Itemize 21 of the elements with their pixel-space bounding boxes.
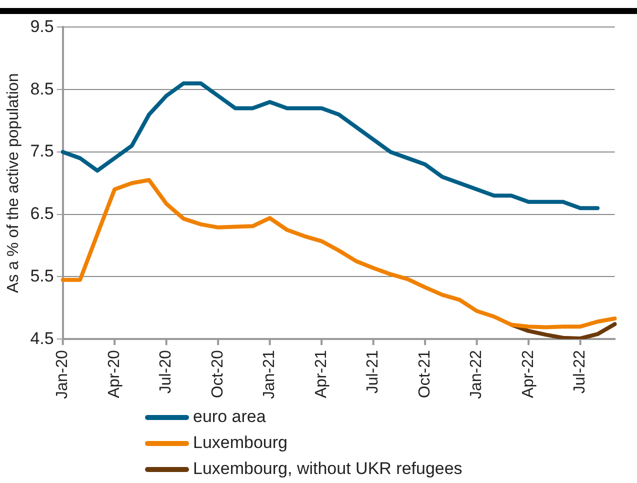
y-tick-label: 9.5 (30, 16, 54, 36)
x-tick-label: Oct-20 (209, 350, 226, 398)
x-tick-label: Apr-21 (312, 350, 330, 398)
legend-label: Luxembourg, without UKR refugees (193, 459, 462, 479)
x-tick-label: Apr-22 (520, 350, 537, 398)
legend-label: Luxembourg (193, 433, 288, 453)
x-tick-label: Apr-20 (106, 350, 123, 398)
x-tick-label: Jan-21 (261, 350, 278, 399)
y-tick-label: 8.5 (30, 79, 54, 98)
x-tick-label: Jul-21 (364, 350, 382, 394)
y-tick-label: 6.5 (30, 204, 54, 224)
y-tick-label: 5.5 (30, 266, 54, 286)
x-tick-label: Jul-22 (572, 350, 589, 394)
x-tick-label: Jan-22 (468, 350, 486, 399)
x-tick-label: Oct-21 (416, 350, 434, 398)
y-tick-label: 4.5 (30, 328, 54, 348)
y-tick-label: 7.5 (30, 142, 54, 161)
y-axis-title: As a % of the active population (5, 73, 22, 293)
x-tick-label: Jan-20 (54, 350, 72, 399)
legend-label: euro area (193, 407, 266, 427)
x-tick-label: Jul-20 (158, 350, 175, 394)
